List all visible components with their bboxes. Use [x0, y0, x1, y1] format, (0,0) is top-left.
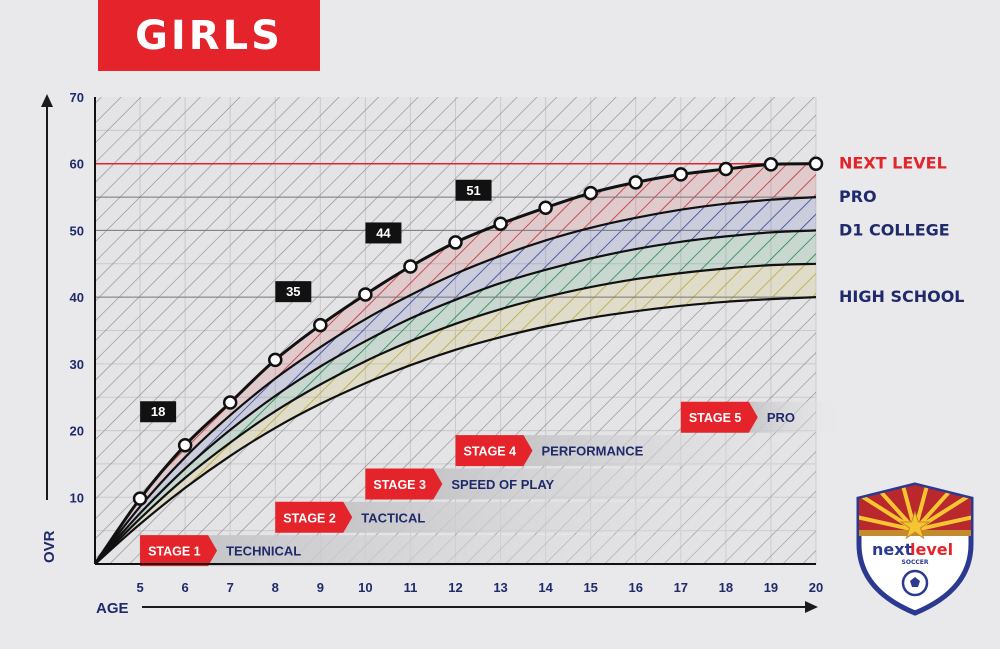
- stage-tag-label: STAGE 5: [689, 411, 742, 425]
- callout-box: [455, 179, 492, 201]
- stage-tag-label: STAGE 2: [283, 511, 336, 525]
- x-tick-label: 16: [629, 580, 643, 595]
- data-point: [718, 161, 734, 177]
- stage-name: TECHNICAL: [226, 544, 301, 559]
- x-tick-label: 5: [136, 580, 143, 595]
- stage-tag: [680, 401, 758, 433]
- data-point: [177, 437, 193, 453]
- logo-name-part2: level: [910, 540, 953, 559]
- x-tick-label: 12: [448, 580, 462, 595]
- x-tick-label: 10: [358, 580, 372, 595]
- data-point: [493, 216, 508, 232]
- level-label: PRO: [839, 187, 877, 206]
- data-point: [763, 157, 779, 172]
- callout-box: [140, 401, 177, 423]
- soccer-ball-icon: [901, 569, 929, 597]
- logo-name-part1: next: [872, 540, 913, 559]
- hatch-area-upper: [95, 97, 816, 564]
- data-point: [403, 259, 418, 274]
- y-axis-title: OVR: [41, 530, 58, 563]
- stage-tag: [275, 501, 353, 533]
- x-tick-label: 18: [719, 580, 733, 595]
- stage-track: [208, 535, 846, 567]
- x-axis-title: AGE: [96, 600, 129, 617]
- data-point: [313, 317, 328, 333]
- logo-subtitle: SOCCER: [902, 559, 929, 566]
- x-tick-label: 14: [538, 580, 553, 595]
- stage-track: [343, 501, 846, 533]
- stage-tag: [365, 468, 443, 500]
- data-point: [673, 167, 689, 182]
- title-banner: GIRLS: [98, 0, 320, 71]
- x-tick-label: 6: [182, 580, 189, 595]
- y-tick-label: 70: [70, 90, 84, 105]
- x-tick-label: 11: [404, 580, 418, 595]
- y-tick-label: 40: [70, 290, 84, 305]
- curve-line: [94, 229, 817, 565]
- stage-track: [748, 401, 846, 433]
- curve-line: [94, 196, 817, 565]
- nextlevel-logo: next level SOCCER: [856, 482, 974, 616]
- data-point: [583, 185, 598, 201]
- x-tick-label: 15: [583, 580, 597, 595]
- data-point: [132, 491, 148, 506]
- y-tick-label: 20: [70, 424, 84, 439]
- data-point: [448, 235, 463, 250]
- data-point: [808, 156, 824, 171]
- callout-box: [365, 222, 402, 244]
- stage-tag-label: STAGE 3: [373, 478, 426, 492]
- x-tick-label: 19: [764, 580, 778, 595]
- y-tick-label: 50: [70, 223, 84, 238]
- callout-label: 35: [286, 284, 300, 299]
- y-tick-label: 30: [70, 357, 84, 372]
- stage-tag: [140, 535, 218, 567]
- y-tick-label: 10: [70, 490, 84, 505]
- data-point: [268, 352, 283, 368]
- stage-tag: [455, 435, 533, 467]
- x-tick-label: 17: [674, 580, 688, 595]
- level-label: NEXT LEVEL: [839, 154, 947, 173]
- page-title: GIRLS: [135, 12, 283, 59]
- callout-box: [275, 281, 312, 303]
- data-point: [628, 175, 643, 190]
- x-axis-arrowhead: [805, 601, 818, 613]
- band-d1-college: [95, 230, 816, 564]
- data-point: [538, 200, 553, 215]
- stage-name: SPEED OF PLAY: [451, 477, 554, 492]
- y-axis-arrowhead: [41, 94, 53, 107]
- x-tick-label: 20: [809, 580, 823, 595]
- callout-label: 44: [376, 225, 391, 240]
- x-tick-label: 9: [317, 580, 324, 595]
- y-tick-label: 60: [70, 157, 84, 172]
- stage-track: [433, 468, 846, 500]
- data-point: [222, 395, 238, 410]
- stage-tag-label: STAGE 4: [464, 445, 517, 459]
- x-tick-label: 13: [493, 580, 507, 595]
- stage-name: PERFORMANCE: [542, 444, 644, 459]
- x-tick-label: 8: [272, 580, 279, 595]
- data-point: [358, 287, 373, 302]
- callout-label: 18: [151, 404, 165, 419]
- star-icon: [899, 510, 931, 540]
- level-label: HIGH SCHOOL: [839, 287, 965, 306]
- curve-line: [94, 296, 817, 565]
- callout-label: 51: [466, 183, 480, 198]
- x-tick-label: 7: [227, 580, 234, 595]
- stage-name: TACTICAL: [361, 510, 425, 525]
- stage-tag-label: STAGE 1: [148, 545, 201, 559]
- level-label: D1 COLLEGE: [839, 220, 950, 239]
- curve-line: [94, 262, 817, 565]
- stage-name: PRO: [767, 410, 795, 425]
- stage-track: [523, 435, 846, 467]
